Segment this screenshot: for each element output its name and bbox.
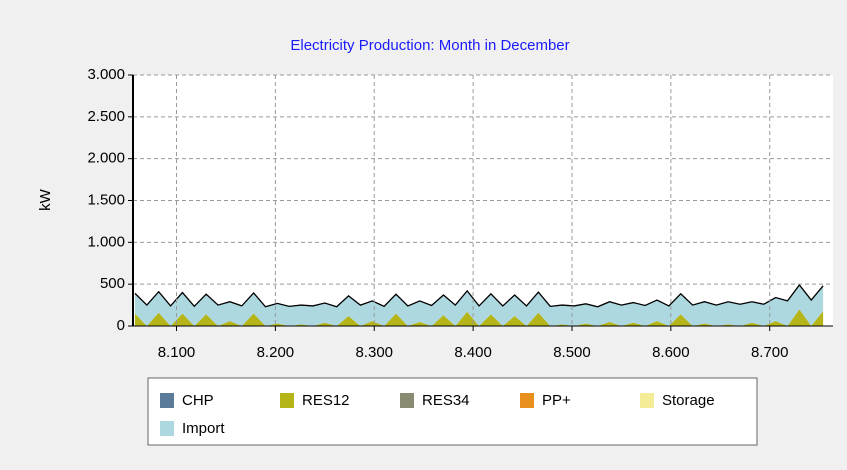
area bbox=[134, 309, 824, 326]
x-tick-label: 8.700 bbox=[751, 344, 789, 361]
y-tick-label: 0 bbox=[117, 317, 125, 334]
legend bbox=[147, 377, 758, 446]
y-tick-label: 3.000 bbox=[87, 66, 125, 83]
legend-swatch bbox=[520, 393, 534, 408]
x-tick-label: 8.200 bbox=[257, 344, 295, 361]
y-tick-label: 500 bbox=[100, 275, 125, 292]
legend-label: Import bbox=[182, 420, 225, 437]
legend-swatch bbox=[280, 393, 294, 408]
x-tick-label: 8.500 bbox=[553, 344, 591, 361]
legend-label: PP+ bbox=[542, 392, 571, 409]
legend-swatch bbox=[160, 393, 174, 408]
plot bbox=[134, 283, 824, 326]
legend-swatch bbox=[400, 393, 414, 408]
y-tick-label: 1.500 bbox=[87, 191, 125, 208]
x-tick-label: 8.400 bbox=[454, 344, 492, 361]
y-tick-label: 1.000 bbox=[87, 233, 125, 250]
legend-label: Storage bbox=[662, 392, 715, 409]
y-tick-label: 2.500 bbox=[87, 108, 125, 125]
y-axis-label: kW bbox=[37, 188, 54, 211]
legend-swatch bbox=[640, 393, 654, 408]
legend-swatch bbox=[160, 421, 174, 436]
chart-title: Electricity Production: Month in Decembe… bbox=[290, 37, 569, 54]
legend-label: RES12 bbox=[302, 392, 350, 409]
legend-label: CHP bbox=[182, 392, 214, 409]
x-tick-label: 8.600 bbox=[652, 344, 690, 361]
legend-label: RES34 bbox=[422, 392, 470, 409]
total-outline bbox=[134, 283, 824, 308]
x-tick-label: 8.100 bbox=[158, 344, 196, 361]
y-tick-label: 2.000 bbox=[87, 150, 125, 167]
area bbox=[134, 285, 824, 326]
x-tick-label: 8.300 bbox=[355, 344, 393, 361]
